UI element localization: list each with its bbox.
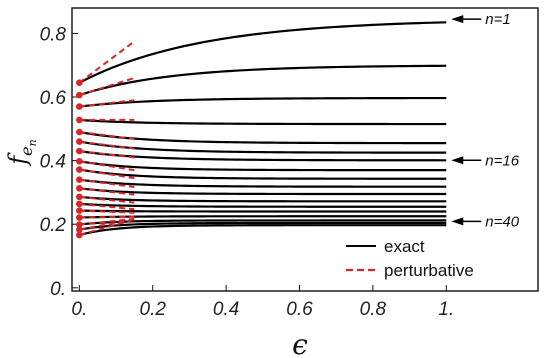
exact-curve-5 — [79, 130, 447, 145]
plot-frame — [71, 7, 539, 292]
exact-curve-9 — [79, 168, 447, 180]
start-point-1 — [76, 79, 83, 87]
x-tick-label: 0.4 — [213, 299, 239, 320]
start-point-14 — [76, 207, 83, 214]
x-tick-label: 1. — [438, 299, 454, 320]
start-point-9 — [76, 166, 83, 173]
annotation-label: n=16 — [485, 152, 519, 169]
start-point-17 — [76, 226, 83, 233]
x-tick-label: 0. — [71, 299, 87, 320]
x-tick-label: 0.2 — [140, 299, 167, 320]
exact-curve-4 — [79, 118, 447, 126]
exact-curve-10 — [79, 178, 447, 188]
y-tick-label: 0.6 — [40, 88, 67, 109]
exact-curve-7 — [79, 150, 447, 162]
x-axis-label: ϵ — [292, 328, 308, 358]
start-point-4 — [76, 116, 83, 124]
exact-curve-1 — [78, 21, 447, 84]
exact-curve-17 — [79, 221, 447, 231]
perturbative-lines — [78, 40, 135, 236]
exact-curve-2 — [79, 64, 447, 97]
perturbative-line-15 — [79, 215, 135, 219]
y-tick-label: 0.4 — [40, 152, 66, 173]
y-axis-label: fen — [4, 139, 39, 166]
exact-curve-15 — [79, 215, 447, 219]
exact-curve-6 — [79, 140, 447, 154]
exact-curve-18 — [79, 224, 447, 237]
x-tick-label: 0.6 — [286, 299, 313, 320]
y-axis-label-subsub: n — [26, 139, 39, 146]
y-tick-label: 0.2 — [40, 215, 67, 236]
start-point-6 — [76, 138, 83, 145]
y-axis-label-sub: e — [17, 146, 36, 155]
start-point-3 — [76, 103, 83, 110]
exact-curve-11 — [79, 187, 447, 196]
svg-text:fen: fen — [4, 139, 39, 166]
exact-curve-3 — [79, 96, 447, 108]
exact-curves — [78, 21, 447, 237]
start-point-5 — [76, 128, 83, 136]
exact-curve-14 — [79, 209, 447, 213]
start-point-18 — [76, 231, 83, 239]
exact-curve-12 — [79, 195, 447, 203]
perturbative-line-1 — [78, 40, 135, 84]
legend-box — [337, 234, 517, 284]
exact-curve-8 — [79, 160, 447, 172]
annotation-label: n=40 — [485, 213, 519, 230]
exact-curve-16 — [79, 219, 447, 226]
tick-group: 0. 0.2 0.4 0.6 0.8 1. 0. 0.2 0.4 0.6 0.8 — [40, 24, 455, 320]
start-point-7 — [76, 147, 83, 155]
start-point-8 — [76, 157, 83, 165]
y-tick-label: 0. — [50, 279, 66, 300]
legend-perturbative-label: perturbative — [384, 261, 474, 280]
start-points — [76, 79, 83, 239]
start-point-13 — [76, 200, 83, 208]
start-point-12 — [76, 193, 83, 201]
annotation-label: n=1 — [485, 11, 510, 28]
exact-curve-13 — [79, 202, 447, 208]
annotation-arrowhead — [451, 15, 464, 24]
start-point-15 — [76, 214, 83, 221]
start-point-10 — [76, 176, 83, 184]
y-tick-label: 0.8 — [40, 24, 67, 45]
annotation-arrowhead — [451, 156, 464, 165]
start-point-16 — [76, 221, 83, 228]
start-point-2 — [76, 91, 83, 99]
annotation-arrowhead — [451, 217, 464, 226]
legend-exact-label: exact — [384, 237, 425, 256]
annotations: n=1 n=16 n=40 — [451, 11, 520, 230]
perturbative-line-14 — [79, 209, 135, 214]
x-tick-label: 0.8 — [360, 299, 387, 320]
start-point-11 — [76, 184, 83, 192]
legend: exact perturbative — [337, 234, 517, 284]
